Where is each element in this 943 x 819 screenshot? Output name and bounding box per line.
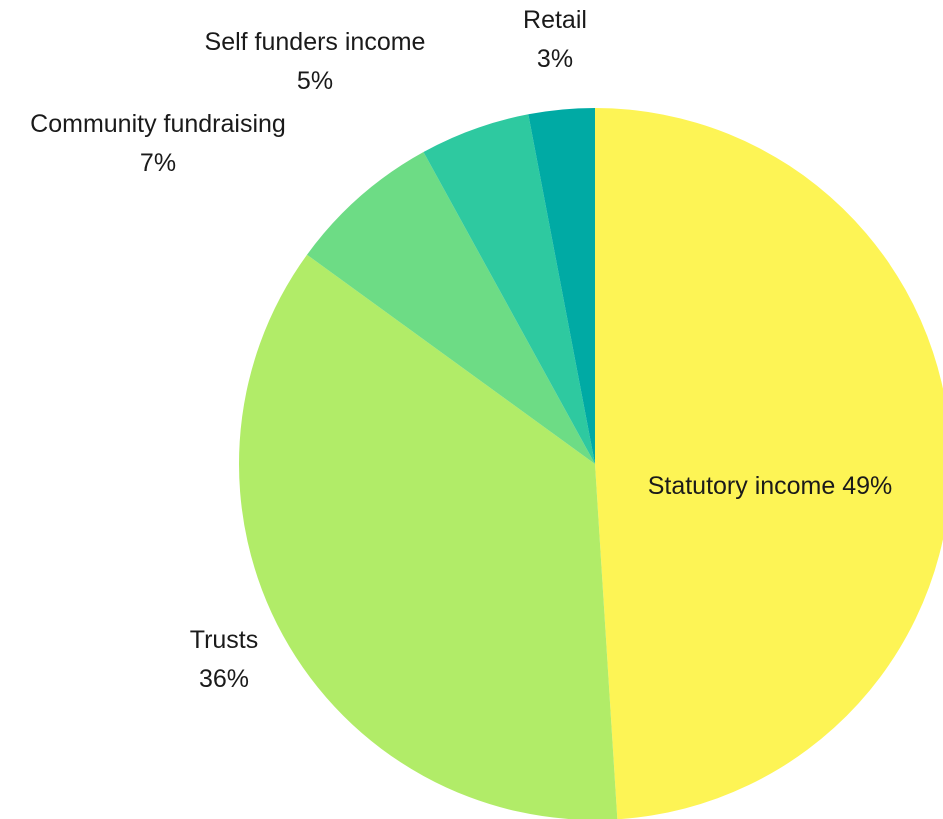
labels-layer: Statutory income 49% Trusts 36% Community f…	[30, 6, 892, 693]
pie-slice-community-fundraising	[306, 152, 595, 464]
slice-label-value: 3%	[537, 45, 573, 73]
slice-label-name: Community fundraising	[30, 110, 286, 138]
slice-label-trusts: Trusts 36%	[190, 626, 259, 693]
slice-label-retail: Retail 3%	[523, 6, 587, 73]
pie-slice-statutory-income	[595, 108, 943, 819]
pie-slice-self-funders-income	[423, 114, 595, 464]
slice-label-statutory-income: Statutory income 49%	[648, 472, 893, 500]
slice-label-value: 49%	[842, 472, 892, 500]
slice-label-community-fundraising: Community fundraising 7%	[30, 110, 286, 177]
slice-label-value: 5%	[297, 67, 333, 95]
slice-label-name: Statutory income	[648, 472, 843, 500]
slice-label-name: Trusts	[190, 626, 259, 654]
slice-label-value: 7%	[140, 149, 176, 177]
slice-label-name: Self funders income	[205, 28, 426, 56]
slices-layer	[239, 108, 943, 819]
slice-label-value: 36%	[199, 665, 249, 693]
pie-slice-trusts	[239, 254, 618, 819]
slice-label-self-funders-income: Self funders income 5%	[205, 28, 426, 95]
pie-slice-retail	[528, 108, 595, 464]
slice-label-name: Retail	[523, 6, 587, 34]
